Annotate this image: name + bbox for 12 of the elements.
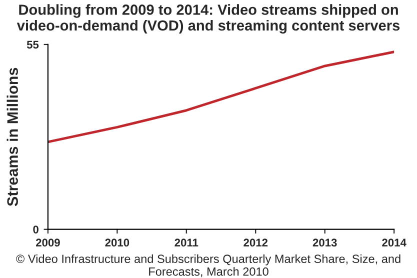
x-tick-label: 2010: [105, 238, 130, 247]
y-tick-label: 55: [26, 40, 39, 49]
x-tick-label: 2013: [312, 238, 337, 247]
y-tick-label: 0: [33, 226, 38, 234]
x-tick-label: 2014: [382, 238, 406, 247]
chart-title: Doubling from 2009 to 2014: Video streams shipped on video-on-demand (VOD) and streaming content servers: [16, 4, 400, 34]
x-tick-label: 2011: [174, 238, 198, 247]
text: © Video Infrastructure and Subscribers Quarterly Market Share, Size, and Forecasts, March 2010: [16, 254, 400, 278]
x-tick-label: 2009: [36, 238, 60, 247]
y-axis-title: Streams in Millions: [6, 68, 18, 206]
x-tick-label: 2012: [244, 238, 268, 247]
line-series: [48, 50, 394, 144]
